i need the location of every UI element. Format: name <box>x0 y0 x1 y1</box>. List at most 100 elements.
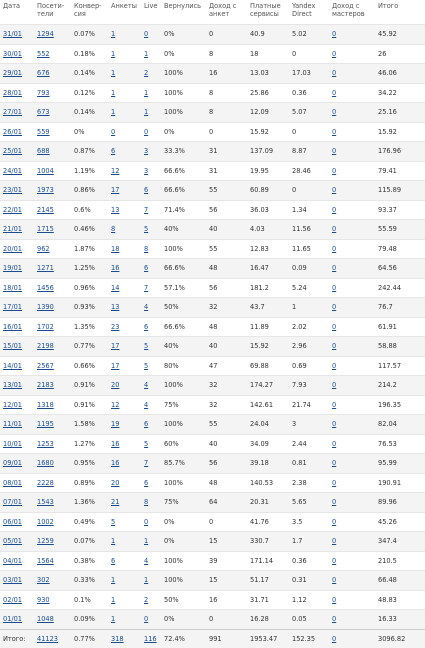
cell-date[interactable]: 24/01 <box>0 160 34 181</box>
cell-visitors[interactable]: 1564 <box>34 550 71 571</box>
cell-date[interactable]: 23/01 <box>0 180 34 200</box>
live-link[interactable]: 4 <box>144 303 149 312</box>
cell-visitors[interactable]: 673 <box>34 102 71 122</box>
live-link[interactable]: 3 <box>144 147 149 156</box>
cell-profiles[interactable]: 20 <box>108 375 141 395</box>
cell-master-income[interactable]: 0 <box>329 453 375 473</box>
visitors-link[interactable]: 673 <box>37 108 50 117</box>
cell-date[interactable]: 07/01 <box>0 492 34 512</box>
date-link[interactable]: 26/01 <box>3 127 23 136</box>
cell-master-income[interactable]: 0 <box>329 336 375 356</box>
live-link[interactable]: 0 <box>144 615 149 624</box>
visitors-link[interactable]: 1318 <box>37 400 54 409</box>
cell-profiles[interactable]: 13 <box>108 297 141 317</box>
visitors-link[interactable]: 2183 <box>37 381 54 390</box>
cell-date[interactable]: 22/01 <box>0 199 34 220</box>
totals-master-income-link[interactable]: 0 <box>329 628 375 648</box>
cell-visitors[interactable]: 688 <box>34 141 71 161</box>
cell-master-income[interactable]: 0 <box>329 82 375 103</box>
live-link[interactable]: 2 <box>144 69 149 78</box>
master-income-link[interactable]: 0 <box>332 283 337 292</box>
cell-visitors[interactable]: 1702 <box>34 316 71 337</box>
cell-date[interactable]: 08/01 <box>0 472 34 493</box>
cell-master-income[interactable]: 0 <box>329 43 375 64</box>
cell-visitors[interactable]: 2145 <box>34 199 71 220</box>
profiles-link[interactable]: 18 <box>111 244 120 253</box>
cell-visitors[interactable]: 676 <box>34 63 71 83</box>
cell-date[interactable]: 10/01 <box>0 433 34 454</box>
cell-live[interactable]: 0 <box>141 24 161 44</box>
cell-live[interactable]: 1 <box>141 43 161 64</box>
date-link[interactable]: 15/01 <box>3 342 23 351</box>
cell-profiles[interactable]: 6 <box>108 141 141 161</box>
cell-live[interactable]: 7 <box>141 453 161 473</box>
visitors-link[interactable]: 552 <box>37 49 50 58</box>
visitors-link[interactable]: 1680 <box>37 459 54 468</box>
live-link[interactable]: 6 <box>144 420 149 429</box>
cell-visitors[interactable]: 1973 <box>34 180 71 200</box>
profiles-link[interactable]: 23 <box>111 322 120 331</box>
date-link[interactable]: 24/01 <box>3 166 23 175</box>
profiles-link[interactable]: 1 <box>111 88 116 97</box>
cell-master-income[interactable]: 0 <box>329 277 375 298</box>
cell-master-income[interactable]: 0 <box>329 589 375 610</box>
profiles-link[interactable]: 16 <box>111 264 120 273</box>
date-link[interactable]: 20/01 <box>3 244 23 253</box>
master-income-link[interactable]: 0 <box>332 459 337 468</box>
profiles-link[interactable]: 1 <box>111 615 116 624</box>
visitors-link[interactable]: 1004 <box>37 166 54 175</box>
live-link[interactable]: 1 <box>144 537 149 546</box>
cell-live[interactable]: 1 <box>141 531 161 551</box>
cell-master-income[interactable]: 0 <box>329 102 375 122</box>
totals-visitors-value[interactable]: 41123 <box>37 634 58 643</box>
cell-profiles[interactable]: 17 <box>108 355 141 376</box>
visitors-link[interactable]: 962 <box>37 244 50 253</box>
live-link[interactable]: 6 <box>144 478 149 487</box>
cell-live[interactable]: 6 <box>141 472 161 493</box>
cell-live[interactable]: 5 <box>141 336 161 356</box>
live-link[interactable]: 4 <box>144 381 149 390</box>
cell-master-income[interactable]: 0 <box>329 355 375 376</box>
visitors-link[interactable]: 1294 <box>37 30 54 39</box>
cell-date[interactable]: 06/01 <box>0 511 34 532</box>
visitors-link[interactable]: 1715 <box>37 225 54 234</box>
date-link[interactable]: 12/01 <box>3 400 23 409</box>
cell-visitors[interactable]: 559 <box>34 121 71 142</box>
profiles-link[interactable]: 6 <box>111 147 116 156</box>
master-income-link[interactable]: 0 <box>332 595 337 604</box>
live-link[interactable]: 5 <box>144 361 149 370</box>
live-link[interactable]: 0 <box>144 517 149 526</box>
profiles-link[interactable]: 1 <box>111 69 116 78</box>
cell-live[interactable]: 5 <box>141 433 161 454</box>
cell-date[interactable]: 15/01 <box>0 336 34 356</box>
master-income-link[interactable]: 0 <box>332 361 337 370</box>
profiles-link[interactable]: 19 <box>111 420 120 429</box>
profiles-link[interactable]: 6 <box>111 556 116 565</box>
cell-live[interactable]: 4 <box>141 297 161 317</box>
cell-date[interactable]: 30/01 <box>0 43 34 64</box>
date-link[interactable]: 21/01 <box>3 225 23 234</box>
live-link[interactable]: 5 <box>144 439 149 448</box>
visitors-link[interactable]: 688 <box>37 147 50 156</box>
cell-profiles[interactable]: 1 <box>108 570 141 590</box>
cell-master-income[interactable]: 0 <box>329 472 375 493</box>
cell-visitors[interactable]: 1002 <box>34 511 71 532</box>
profiles-link[interactable]: 13 <box>111 303 120 312</box>
visitors-link[interactable]: 1702 <box>37 322 54 331</box>
profiles-link[interactable]: 20 <box>111 478 120 487</box>
live-link[interactable]: 0 <box>144 30 149 39</box>
cell-date[interactable]: 12/01 <box>0 394 34 415</box>
visitors-link[interactable]: 1543 <box>37 498 54 507</box>
cell-date[interactable]: 11/01 <box>0 414 34 434</box>
cell-date[interactable]: 05/01 <box>0 531 34 551</box>
master-income-link[interactable]: 0 <box>332 576 337 585</box>
master-income-link[interactable]: 0 <box>332 439 337 448</box>
cell-visitors[interactable]: 2567 <box>34 355 71 376</box>
cell-master-income[interactable]: 0 <box>329 511 375 532</box>
cell-date[interactable]: 26/01 <box>0 121 34 142</box>
master-income-link[interactable]: 0 <box>332 30 337 39</box>
date-link[interactable]: 17/01 <box>3 303 23 312</box>
totals-live-value[interactable]: 116 <box>144 634 157 643</box>
live-link[interactable]: 7 <box>144 205 149 214</box>
visitors-link[interactable]: 2145 <box>37 205 54 214</box>
